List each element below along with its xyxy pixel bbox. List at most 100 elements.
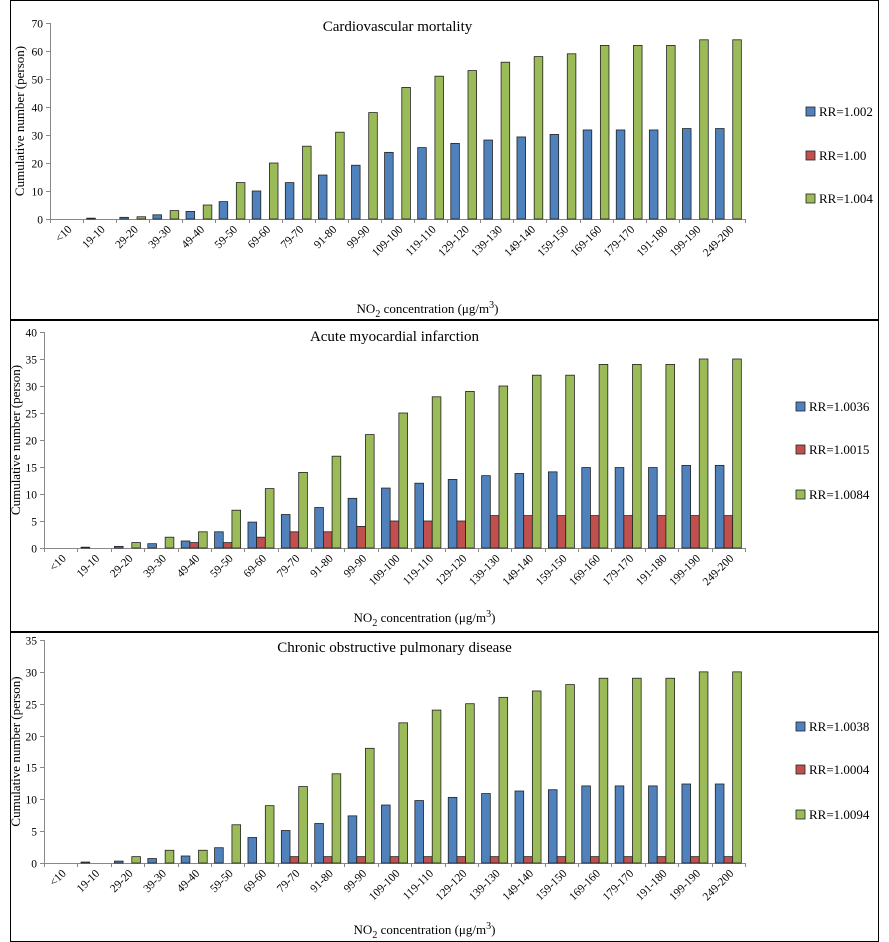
bar-rr-1-004-3 — [169, 210, 180, 220]
legend-label: RR=1.0036 — [809, 399, 870, 414]
bar-rr-1-0084-7 — [298, 471, 308, 549]
x-tick-label: 159-150 — [534, 867, 570, 903]
bar-rr-1-0038-7 — [280, 830, 291, 864]
bar-rr-1-0015-19 — [690, 515, 700, 549]
x-tick-label: 49-40 — [175, 867, 203, 895]
legend-label: RR=1.0084 — [809, 487, 870, 502]
x-tick-label: 149-140 — [502, 223, 538, 259]
bar-rr-1-002-19 — [682, 128, 692, 220]
bar-rr-1-0084-3 — [164, 536, 175, 549]
y-axis-label: Cumulative number (person) — [12, 46, 27, 196]
bar-rr-1-0036-11 — [414, 482, 424, 549]
bar-rr-1-002-17 — [615, 129, 626, 220]
bar-rr-1-004-17 — [633, 45, 643, 220]
bar-rr-1-0036-4 — [180, 540, 191, 549]
bar-rr-1-0094-5 — [231, 824, 242, 864]
x-tick-label: 69-60 — [242, 867, 270, 895]
bar-rr-1-0038-3 — [147, 858, 157, 864]
bar-rr-1-0036-2 — [114, 545, 124, 549]
bar-rr-1-0004-10 — [389, 856, 400, 864]
x-tick-label: 159-150 — [534, 552, 570, 588]
bar-rr-1-0038-13 — [481, 793, 491, 864]
legend-label: RR=1.0038 — [809, 719, 869, 734]
bar-rr-1-0036-12 — [447, 479, 458, 549]
x-tick-label: 159-150 — [536, 223, 572, 259]
bar-rr-1-002-8 — [317, 174, 328, 220]
bar-rr-1-0036-8 — [314, 507, 324, 549]
bar-rr-1-0094-7 — [298, 786, 308, 864]
bar-rr-1-0094-11 — [431, 709, 442, 864]
legend-swatch — [795, 489, 806, 500]
bar-rr-1-002-7 — [284, 182, 295, 220]
bar-rr-1-004-13 — [500, 61, 511, 220]
bar-rr-1-0015-18 — [656, 515, 667, 549]
bar-rr-1-0004-18 — [656, 856, 667, 864]
bar-rr-1-004-18 — [666, 45, 676, 220]
bar-rr-1-0094-6 — [264, 805, 275, 864]
bar-rr-1-0038-12 — [447, 796, 458, 864]
bar-rr-1-0038-2 — [114, 860, 124, 864]
bar-rr-1-0015-9 — [356, 525, 366, 549]
y-tick-label: 20 — [26, 732, 38, 744]
bar-rr-1-002-1 — [86, 217, 96, 220]
bar-rr-1-0015-7 — [289, 531, 300, 549]
bar-rr-1-0015-5 — [222, 542, 233, 549]
y-tick-label: 0 — [37, 215, 43, 227]
bar-rr-1-0094-15 — [565, 684, 575, 864]
bar-rr-1-0084-2 — [131, 542, 141, 549]
bar-rr-1-0094-3 — [164, 849, 175, 864]
bar-rr-1-004-5 — [235, 182, 246, 220]
x-tick-label: 39-30 — [146, 223, 174, 251]
y-tick-label: 20 — [32, 159, 44, 171]
bar-rr-1-0038-16 — [581, 785, 591, 864]
bar-rr-1-0094-14 — [531, 690, 542, 864]
bar-rr-1-0004-8 — [322, 856, 333, 864]
bar-rr-1-0036-9 — [347, 497, 358, 549]
bar-rr-1-0084-4 — [198, 531, 208, 549]
bar-rr-1-0015-10 — [389, 520, 400, 549]
y-tick-label: 15 — [26, 463, 38, 475]
bar-rr-1-0015-12 — [456, 520, 467, 549]
bar-rr-1-0094-12 — [465, 703, 475, 864]
x-tick-label: 139-130 — [469, 223, 505, 259]
legend-swatch — [805, 106, 816, 117]
y-tick-label: 10 — [26, 490, 38, 502]
bar-rr-1-002-16 — [582, 129, 593, 220]
bar-rr-1-002-9 — [351, 164, 361, 220]
bar-rr-1-0084-13 — [498, 385, 509, 549]
bar-rr-1-0094-8 — [331, 773, 342, 864]
legend-swatch — [795, 444, 806, 455]
x-tick-label: 119-110 — [404, 223, 439, 258]
x-tick-label: 59-50 — [208, 552, 236, 580]
y-tick-label: 25 — [26, 409, 38, 421]
chart-title: Chronic obstructive pulmonary disease — [277, 640, 512, 656]
bar-rr-1-0038-1 — [80, 861, 91, 864]
bar-rr-1-002-11 — [417, 147, 427, 220]
bar-rr-1-0036-17 — [614, 467, 625, 549]
x-tick-label: 191-180 — [635, 223, 671, 259]
y-tick-label: 35 — [26, 636, 38, 648]
bar-rr-1-0038-11 — [414, 800, 424, 864]
bar-rr-1-004-12 — [467, 70, 477, 220]
x-tick-label: 169-160 — [567, 867, 603, 903]
x-tick-label: 59-50 — [213, 223, 241, 251]
legend-swatch — [805, 193, 816, 204]
legend-swatch — [795, 809, 806, 820]
panel-border — [10, 320, 879, 632]
x-axis-label: NO2 concentration (μg/m3) — [357, 300, 499, 320]
bar-rr-1-0036-6 — [247, 521, 258, 549]
bar-rr-1-0084-10 — [398, 412, 408, 549]
bar-rr-1-0036-3 — [147, 543, 157, 549]
x-tick-label: 179-170 — [602, 223, 638, 259]
x-tick-label: 149-140 — [501, 867, 537, 903]
bar-rr-1-0038-6 — [247, 837, 258, 864]
y-tick-label: 50 — [32, 75, 44, 87]
bar-rr-1-0084-20 — [732, 358, 742, 549]
bar-rr-1-002-13 — [483, 139, 493, 220]
legend-label: RR=1.0094 — [809, 807, 870, 822]
bar-rr-1-004-6 — [269, 162, 279, 220]
bar-rr-1-0038-15 — [547, 789, 558, 864]
bar-rr-1-002-20 — [715, 128, 725, 220]
x-tick-label: 191-180 — [634, 552, 670, 588]
y-tick-label: 5 — [31, 827, 37, 839]
